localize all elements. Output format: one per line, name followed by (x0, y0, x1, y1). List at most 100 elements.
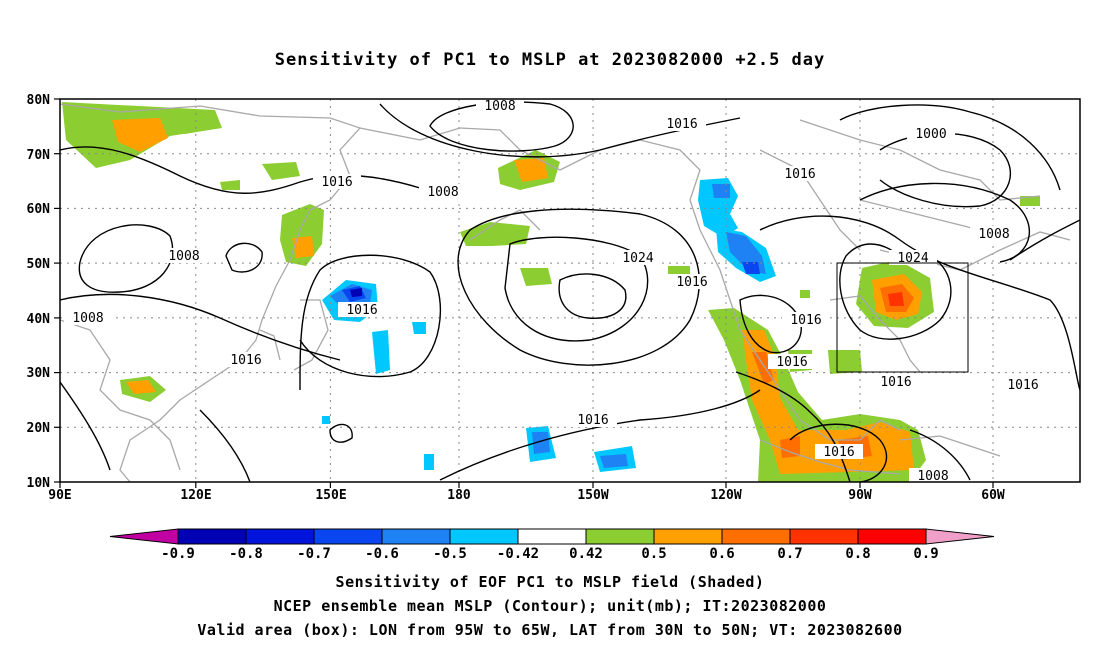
lat-label: 30N (27, 366, 51, 381)
svg-text:1016: 1016 (577, 413, 608, 428)
contour-label: 1016 (222, 352, 270, 368)
axis-ticks (54, 98, 994, 488)
svg-text:1016: 1016 (346, 303, 377, 318)
svg-text:1008: 1008 (72, 311, 103, 326)
lon-label: 180 (447, 488, 471, 503)
contour-label: 1000 (907, 126, 955, 142)
colorbar-label: -0.6 (365, 546, 399, 562)
contour-label: 1016 (872, 374, 920, 390)
lon-label: 90E (48, 488, 71, 503)
lon-label: 90W (848, 488, 872, 503)
colorbar-label: 0.6 (709, 546, 734, 562)
colorbar-swatch (177, 528, 247, 545)
colorbar-triangle-right (925, 528, 995, 545)
colorbar-label: 0.5 (641, 546, 666, 562)
contour-label: 1024 (889, 250, 937, 266)
contour-label: 1016 (569, 412, 617, 428)
svg-text:1000: 1000 (915, 127, 946, 142)
svg-text:1016: 1016 (790, 313, 821, 328)
svg-text:1016: 1016 (880, 375, 911, 390)
contour-label: 1016 (776, 166, 824, 182)
colorbar-swatch (857, 528, 927, 545)
colorbar-label: -0.5 (433, 546, 467, 562)
map-plot-area: 1008 1016 1000 1016 1016 1008 1008 1008 … (60, 99, 1080, 484)
contour-label: 1016 (782, 312, 830, 328)
caption-line-1: Sensitivity of EOF PC1 to MSLP field (Sh… (335, 573, 765, 591)
colorbar-swatch (653, 528, 723, 545)
lat-label: 20N (27, 421, 51, 436)
svg-text:1016: 1016 (823, 445, 854, 460)
colorbar-label: -0.42 (497, 546, 539, 562)
colorbar-label: 0.8 (845, 546, 870, 562)
svg-text:1016: 1016 (784, 167, 815, 182)
contour-label: 1008 (160, 248, 208, 264)
colorbar-label: -0.8 (229, 546, 263, 562)
lat-label: 80N (27, 93, 51, 108)
svg-text:1008: 1008 (427, 185, 458, 200)
svg-text:1016: 1016 (321, 175, 352, 190)
sensitivity-shading (62, 102, 1040, 482)
colorbar-label: 0.7 (777, 546, 802, 562)
lon-label: 150W (577, 488, 608, 503)
svg-text:1008: 1008 (484, 99, 515, 114)
caption-line-2: NCEP ensemble mean MSLP (Contour); unit(… (273, 597, 827, 615)
coastlines (60, 103, 1071, 482)
contour-label: 1016 (658, 116, 706, 132)
mslp-contours (60, 101, 1080, 482)
svg-text:1024: 1024 (897, 251, 928, 266)
colorbar-swatch (721, 528, 791, 545)
valid-area-box (836, 262, 969, 373)
lon-label: 120W (710, 488, 741, 503)
colorbar-label: -0.7 (297, 546, 331, 562)
colorbar-swatch (245, 528, 315, 545)
contour-label: 1008 (970, 226, 1018, 242)
colorbar-swatch (381, 528, 451, 545)
contour-labels: 1008 1016 1000 1016 1016 1008 1008 1008 … (64, 99, 1047, 484)
svg-text:1016: 1016 (676, 275, 707, 290)
contour-label: 1016 (815, 444, 863, 460)
lat-label: 40N (27, 312, 51, 327)
lat-label: 10N (27, 476, 51, 491)
contour-label: 1008 (64, 310, 112, 326)
contour-label: 1008 (476, 99, 524, 114)
lon-label: 120E (180, 488, 211, 503)
contour-label: 1016 (313, 174, 361, 190)
colorbar: -0.9 -0.8 -0.7 -0.6 -0.5 -0.42 0.42 0.5 0.6 0.7 0.… (109, 528, 995, 562)
map-frame (59, 98, 1081, 483)
lon-label: 60W (981, 488, 1005, 503)
contour-label: 1016 (999, 377, 1047, 393)
colorbar-swatch (449, 528, 519, 545)
svg-text:1008: 1008 (917, 469, 948, 484)
svg-text:1024: 1024 (622, 251, 653, 266)
lat-label: 50N (27, 257, 51, 272)
svg-text:1008: 1008 (168, 249, 199, 264)
colorbar-triangle-left (109, 528, 179, 545)
lat-label: 60N (27, 202, 51, 217)
colorbar-label: -0.9 (161, 546, 195, 562)
colorbar-swatch (585, 528, 655, 545)
contour-label: 1008 (419, 184, 467, 200)
svg-text:1016: 1016 (776, 355, 807, 370)
contour-label: 1016 (768, 354, 816, 370)
colorbar-swatch (313, 528, 383, 545)
latitude-labels: 80N 70N 60N 50N 40N 30N 20N 10N (27, 93, 51, 491)
svg-text:1016: 1016 (666, 117, 697, 132)
colorbar-swatch (517, 528, 587, 545)
colorbar-swatch (789, 528, 859, 545)
lon-label: 150E (315, 488, 346, 503)
lat-label: 70N (27, 148, 51, 163)
svg-text:1008: 1008 (978, 227, 1009, 242)
contour-label: 1016 (338, 302, 386, 318)
longitude-labels: 90E 120E 150E 180 150W 120W 90W 60W (48, 488, 1005, 503)
caption-line-3: Valid area (box): LON from 95W to 65W, L… (197, 621, 903, 639)
grid-lines (60, 99, 1080, 482)
svg-text:1016: 1016 (230, 353, 261, 368)
svg-text:1016: 1016 (1007, 378, 1038, 393)
contour-label: 1016 (668, 274, 716, 290)
contour-label: 1024 (614, 250, 662, 266)
contour-label: 1008 (909, 468, 957, 484)
colorbar-label: 0.9 (913, 546, 938, 562)
map-title: Sensitivity of PC1 to MSLP at 2023082000… (274, 50, 826, 70)
colorbar-label: 0.42 (569, 546, 603, 562)
